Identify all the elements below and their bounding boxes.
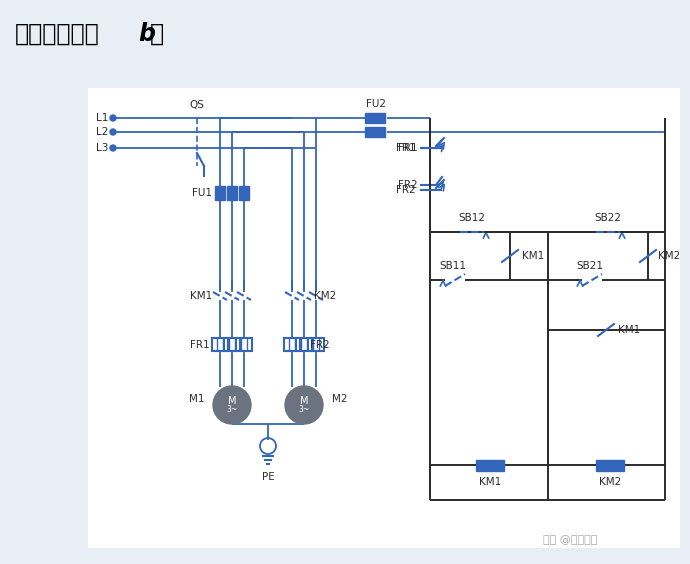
Text: ）: ） [150,22,164,46]
Bar [284,338,300,351]
Text: 3~: 3~ [298,406,310,415]
Bar [308,338,324,351]
Text: L2: L2 [96,127,108,137]
Bar [236,338,252,351]
Text: 知乎 @大江同学: 知乎 @大江同学 [543,535,597,545]
Text: M2: M2 [332,394,348,404]
Bar [365,113,385,123]
Text: SB22: SB22 [595,213,622,223]
Text: PE: PE [262,472,275,482]
Circle shape [110,145,116,151]
Text: FR2: FR2 [398,180,418,190]
Text: FR1: FR1 [190,340,210,350]
Circle shape [285,386,323,424]
Text: FR2: FR2 [396,185,416,195]
Text: SB21: SB21 [577,261,604,271]
Text: M: M [228,396,236,406]
Text: SB11: SB11 [440,261,466,271]
Text: KM1: KM1 [190,291,212,301]
Bar [227,186,237,200]
Bar [239,186,249,200]
Text: KM2: KM2 [599,477,621,487]
Text: KM1: KM1 [522,251,544,261]
Circle shape [110,115,116,121]
Text: M: M [299,396,308,406]
Bar [476,460,504,471]
Text: FU1: FU1 [192,188,212,198]
Text: FR1: FR1 [398,143,418,153]
Bar [596,460,624,471]
Text: KM1: KM1 [479,477,501,487]
Circle shape [213,386,251,424]
Bar [215,186,225,200]
Text: L3: L3 [96,143,108,153]
Text: KM2: KM2 [658,251,680,261]
Text: FR1: FR1 [396,143,416,153]
Text: KM2: KM2 [314,291,336,301]
Bar [212,338,228,351]
Bar [88,88,680,548]
Text: QS: QS [190,100,204,110]
Text: FU2: FU2 [366,99,386,109]
Text: SB12: SB12 [458,213,486,223]
Bar [296,338,312,351]
Text: 3~: 3~ [226,406,237,415]
Text: M1: M1 [188,394,204,404]
Text: FR2: FR2 [310,340,330,350]
Bar [365,127,385,137]
Text: L1: L1 [96,113,108,123]
Text: KM1: KM1 [618,325,640,335]
Bar [224,338,240,351]
Text: b: b [138,22,155,46]
Circle shape [110,129,116,135]
Text: 顺序控制图（: 顺序控制图（ [15,22,100,46]
